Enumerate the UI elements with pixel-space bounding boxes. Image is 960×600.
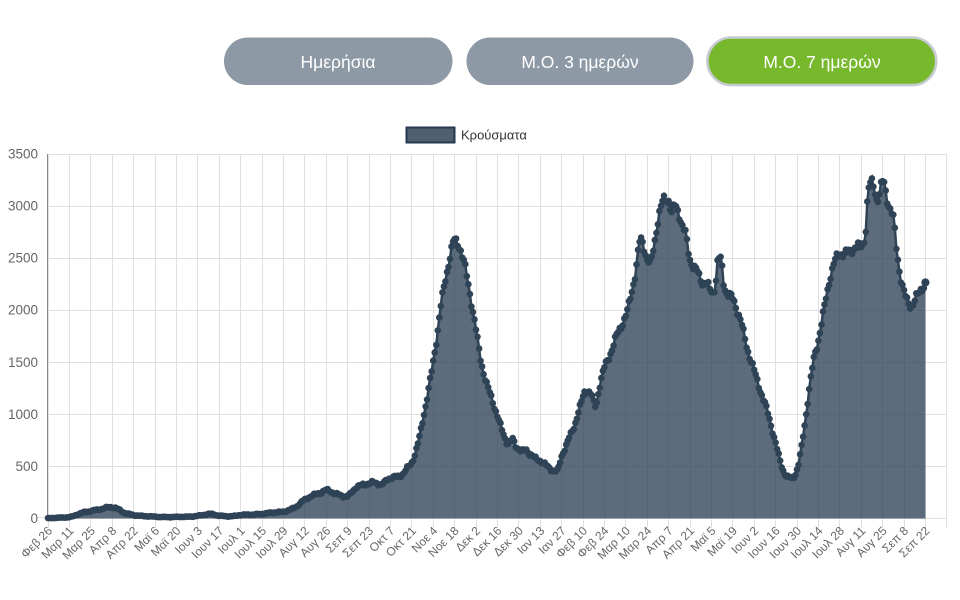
svg-text:0: 0 xyxy=(30,511,38,526)
svg-text:3000: 3000 xyxy=(8,199,38,214)
svg-text:Μ.Ο. 7 ημερών: Μ.Ο. 7 ημερών xyxy=(763,52,881,72)
svg-text:Ημερήσια: Ημερήσια xyxy=(300,52,375,72)
svg-text:1500: 1500 xyxy=(8,355,38,370)
svg-text:3500: 3500 xyxy=(8,147,38,162)
svg-text:500: 500 xyxy=(15,459,38,474)
svg-text:Μ.Ο. 3 ημερών: Μ.Ο. 3 ημερών xyxy=(521,52,639,72)
svg-text:Κρούσματα: Κρούσματα xyxy=(461,128,527,143)
svg-text:2000: 2000 xyxy=(8,303,38,318)
svg-text:1000: 1000 xyxy=(8,407,38,422)
svg-text:2500: 2500 xyxy=(8,251,38,266)
